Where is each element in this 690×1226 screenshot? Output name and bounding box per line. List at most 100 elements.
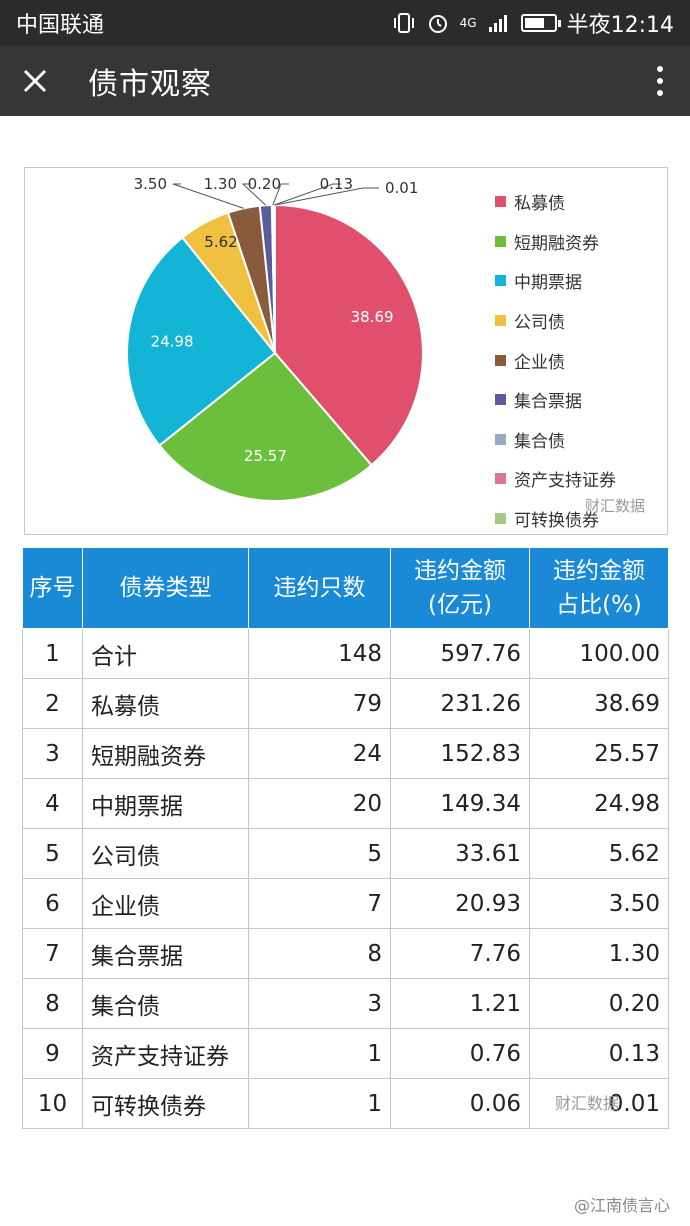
table-row: 6 企业债 7 20.93 3.50 [22,878,669,929]
legend-label: 企业债 [514,352,565,373]
battery-icon [520,14,561,32]
more-icon-dot [657,90,663,96]
status-icons: 4G 半夜12:14 [392,7,674,39]
table-row: 2 私募债 79 231.26 38.69 [22,678,669,729]
pie-slice-0 [274,203,424,467]
legend-swatch [495,513,506,525]
table-cell: 8 [22,978,83,1029]
table-cell: 231.26 [390,678,530,729]
table-cell: 7.76 [390,928,530,979]
table-row: 8 集合债 3 1.21 0.20 [22,978,669,1029]
table-header-row: 序号 债券类型 违约只数 违约金额 (亿元) 违约金额 占比(%) [22,547,669,629]
table-cell: 5 [248,828,391,879]
column-header: 违约金额 (亿元) [390,547,530,629]
footer-watermark: @江南债言心 [573,1196,670,1215]
more-icon-dot [657,78,663,84]
pie-slice-2 [126,236,277,447]
legend-swatch [495,473,506,485]
table-cell: 5.62 [529,828,669,879]
nav-bar: 债市观察 [0,46,690,116]
legend-swatch [495,315,506,327]
table-row: 9 资产支持证券 1 0.76 0.13 [22,1028,669,1079]
data-label-0: 38.69 [351,308,394,326]
chart-legend: 私募债 短期融资券 中期票据 公司债 企业债 集合票据 集合债 资产支持证券 可转换债券 [495,182,616,538]
table-cell: 0.76 [390,1028,530,1079]
pie-slice-1 [158,351,373,502]
table-cell: 6 [22,878,83,929]
page-title: 债市观察 [88,67,212,102]
table-cell: 1 [248,1028,391,1079]
chart-watermark: 财汇数据 [584,497,645,515]
more-menu-button[interactable] [630,46,690,116]
pie-chart: 38.69 25.57 24.98 5.62 3.50 1.30 0.20 0.13 0.01 … [24,167,668,535]
table-cell: 1 [248,1078,391,1129]
table-row: 10 可转换债券 1 0.06 0.01 [22,1078,669,1129]
legend-item: 公司债 [495,301,616,341]
status-bar: 中国联通 4G 半夜12:14 [0,0,690,46]
legend-item: 集合债 [495,420,616,460]
leader-line-8 [274,187,379,206]
table-cell: 0.13 [529,1028,669,1079]
data-label-2: 24.98 [151,333,194,351]
table-row: 5 公司债 5 33.61 5.62 [22,828,669,879]
table-cell: 0.20 [529,978,669,1029]
leader-line-7 [274,183,341,206]
column-header: 序号 [22,547,83,629]
column-header: 违约只数 [248,547,391,629]
table-cell: 38.69 [529,678,669,729]
table-cell: 20 [248,778,391,829]
legend-label: 集合债 [514,431,565,452]
table-cell: 3.50 [529,878,669,929]
legend-label: 中期票据 [514,273,582,294]
table-cell: 1.21 [390,978,530,1029]
close-button[interactable] [0,46,70,116]
data-label-3: 5.62 [204,233,237,251]
legend-label: 公司债 [514,313,565,334]
table-cell: 资产支持证券 [82,1028,249,1079]
table-cell: 1.30 [529,928,669,979]
table-cell: 0.06 [390,1078,530,1129]
legend-item: 短期融资券 [495,222,616,262]
table-cell: 148 [248,628,391,679]
leader-line-6 [272,183,289,206]
legend-item: 中期票据 [495,261,616,301]
table-cell: 20.93 [390,878,530,929]
table-cell: 可转换债券 [82,1078,249,1129]
table-cell: 集合债 [82,978,249,1029]
table-cell: 中期票据 [82,778,249,829]
table-row: 7 集合票据 8 7.76 1.30 [22,928,669,979]
table-cell: 0.01 [529,1078,669,1129]
table-row: 1 合计 148 597.76 100.00 [22,628,669,679]
table-cell: 1 [22,628,83,679]
table-cell: 152.83 [390,728,530,779]
leader-line-4 [172,183,244,209]
table-cell: 8 [248,928,391,979]
table-cell: 149.34 [390,778,530,829]
legend-label: 集合票据 [514,392,582,413]
alarm-icon [426,12,450,34]
table-row: 3 短期融资券 24 152.83 25.57 [22,728,669,779]
legend-item: 企业债 [495,340,616,380]
table-cell: 2 [22,678,83,729]
network-type: 4G [459,16,477,30]
legend-item: 可转换债券 [495,499,616,539]
leader-line-5 [241,183,267,206]
table-cell: 3 [248,978,391,1029]
default-bond-table: 序号 债券类型 违约只数 违约金额 (亿元) 违约金额 占比(%) 1 合计 148 597.76… [22,547,669,1129]
table-cell: 100.00 [529,628,669,679]
legend-swatch [495,275,506,287]
legend-label: 资产支持证券 [514,471,616,492]
table-cell: 公司债 [82,828,249,879]
vibrate-icon [392,12,416,34]
data-label-4: 3.50 [134,175,167,193]
table-cell: 短期融资券 [82,728,249,779]
legend-swatch [495,235,506,247]
table-cell: 10 [22,1078,83,1129]
table-cell: 集合票据 [82,928,249,979]
data-label-1: 25.57 [244,447,287,465]
table-cell: 597.76 [390,628,530,679]
table-cell: 33.61 [390,828,530,879]
legend-label: 短期融资券 [514,233,599,254]
more-icon-dot [657,66,663,72]
signal-icon [487,12,511,34]
